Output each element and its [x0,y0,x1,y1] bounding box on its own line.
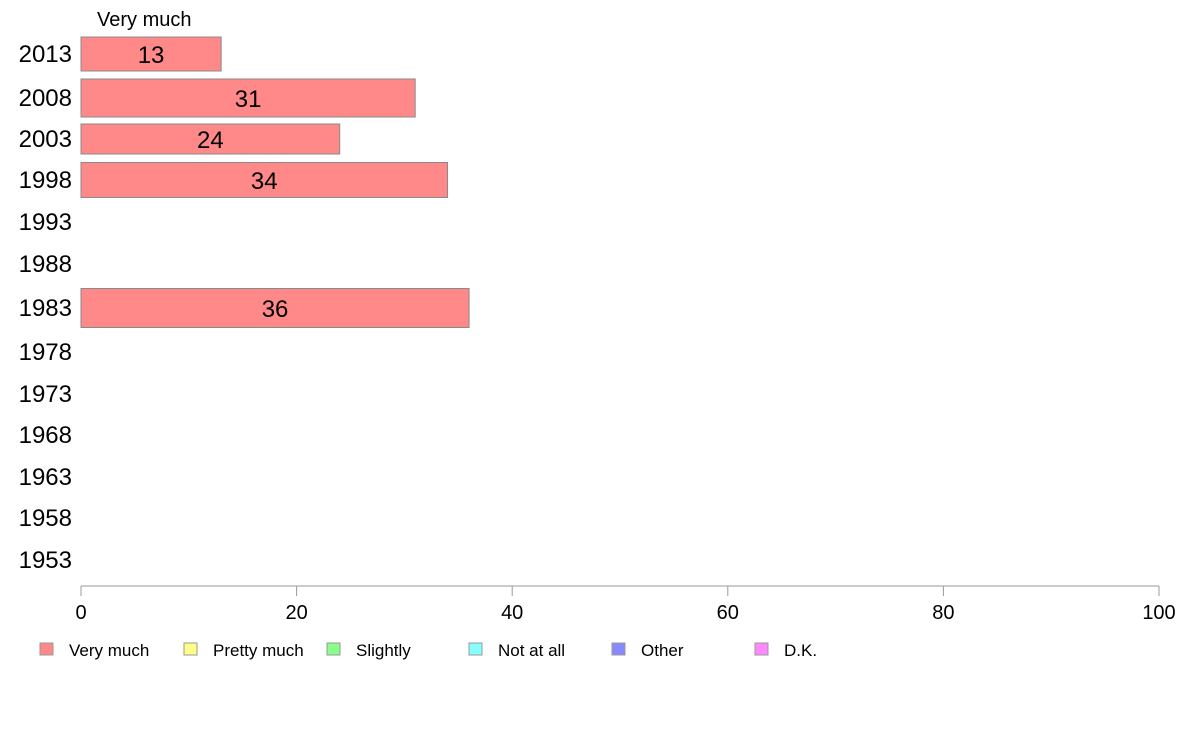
legend-label-slightly: Slightly [356,641,411,660]
x-tick-label-40: 40 [501,602,523,624]
legend-swatch-not-at-all [468,642,483,656]
bar-1998-very-much [80,162,449,198]
x-tick-label-60: 60 [717,602,739,624]
legend-swatch-other [611,642,626,656]
category-label-1958: 1958 [19,505,72,532]
bar-2013-very-much [80,36,222,72]
x-tick-label-80: 80 [932,602,954,624]
bar-value-label-2003: 24 [197,127,224,154]
legend-label-pretty-much: Pretty much [213,641,304,660]
bars-layer [80,36,470,328]
category-label-2008: 2008 [19,85,72,112]
legend-label-not-at-all: Not at all [498,641,565,660]
category-label-1978: 1978 [19,339,72,366]
legend-label-d-k-: D.K. [784,641,817,660]
category-label-1963: 1963 [19,464,72,491]
legend-label-very-much: Very much [69,641,149,660]
legend-swatch-pretty-much [183,642,198,656]
x-tick-label-100: 100 [1142,602,1175,624]
category-label-1973: 1973 [19,381,72,408]
bar-1983-very-much [80,288,470,328]
x-tick-label-0: 0 [75,602,86,624]
category-labels-layer: 2013 2008 2003 1998 1993 1988 1983 1978 1973 1968… [19,41,72,574]
bar-2008-very-much [80,78,416,118]
x-tick-label-20: 20 [285,602,307,624]
bar-value-label-2013: 13 [138,42,165,69]
bar-value-label-1983: 36 [262,296,289,323]
category-label-1993: 1993 [19,209,72,236]
bar-2003-very-much [80,123,341,155]
x-axis: 0 20 40 60 80 100 [75,585,1176,624]
legend: Very much Pretty much Slightly Not at all Ot… [39,641,817,660]
bar-labels-layer: 13 31 24 34 36 [138,42,289,323]
category-label-2003: 2003 [19,126,72,153]
legend-swatch-d-k- [754,642,769,656]
legend-swatch-slightly [326,642,341,656]
category-label-1998: 1998 [19,167,72,194]
category-label-1988: 1988 [19,251,72,278]
bar-value-label-2008: 31 [235,86,262,113]
category-label-1968: 1968 [19,422,72,449]
category-label-2013: 2013 [19,41,72,68]
bar-value-label-1998: 34 [251,168,278,195]
legend-swatch-very-much [39,642,54,656]
category-label-1983: 1983 [19,295,72,322]
legend-label-other: Other [641,641,684,660]
category-label-1953: 1953 [19,547,72,574]
series-column-header: Very much [97,9,191,31]
